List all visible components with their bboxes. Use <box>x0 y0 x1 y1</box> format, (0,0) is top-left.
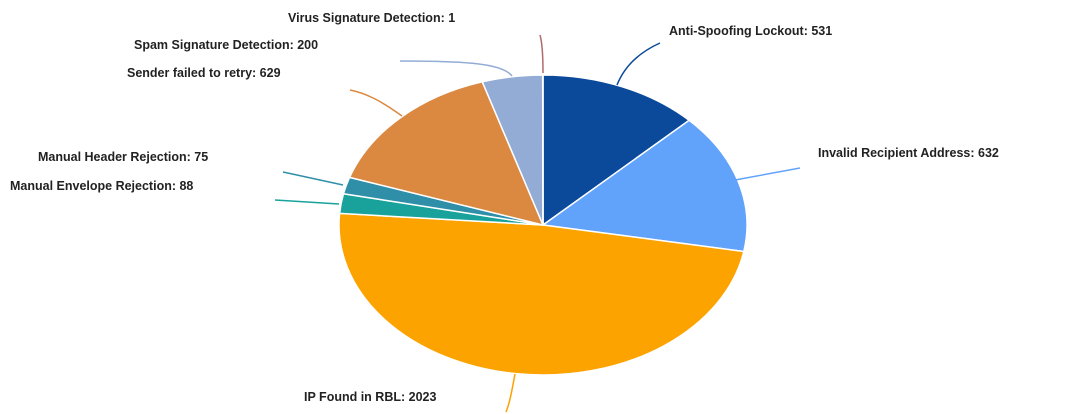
slice-label: Manual Envelope Rejection: 88 <box>10 179 193 193</box>
leader-line <box>282 171 344 186</box>
slice-label: Invalid Recipient Address: 632 <box>818 146 999 160</box>
slice-label: Virus Signature Detection: 1 <box>288 11 455 25</box>
leader-line <box>734 167 801 181</box>
leader-lines <box>274 34 801 413</box>
slice-label: Spam Signature Detection: 200 <box>134 38 318 52</box>
leader-line <box>399 60 513 77</box>
pie-slice-invalid-recipient-address <box>541 119 748 253</box>
slice-labels: Anti-Spoofing Lockout: 531 Invalid Recipi… <box>10 11 999 404</box>
leader-line <box>616 42 661 86</box>
pie-slice-anti-spoofing-lockout <box>542 74 691 227</box>
pie-slices <box>338 74 748 376</box>
leader-line <box>505 373 516 413</box>
leader-line <box>349 89 403 117</box>
leader-line <box>539 34 544 74</box>
slice-label: Sender failed to retry: 629 <box>127 66 281 80</box>
slice-label: Anti-Spoofing Lockout: 531 <box>669 24 832 38</box>
pie-slice-ip-found-in-rbl <box>338 212 745 376</box>
slice-label: Manual Header Rejection: 75 <box>38 150 208 164</box>
leader-line <box>274 199 340 205</box>
pie-slice-sender-failed-to-retry <box>348 80 545 227</box>
slice-label: IP Found in RBL: 2023 <box>304 390 436 404</box>
